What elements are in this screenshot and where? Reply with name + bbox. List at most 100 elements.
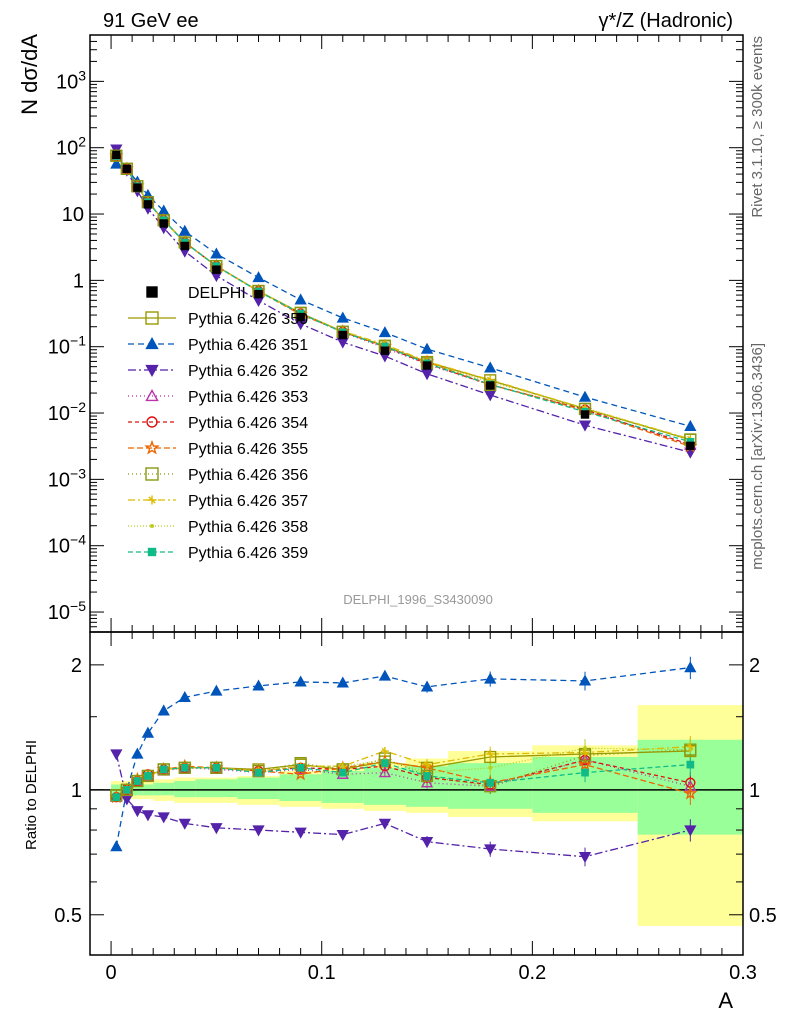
legend-marker-pythia-354 <box>146 416 158 428</box>
legend-label-pythia-358: Pythia 6.426 358 <box>188 519 308 536</box>
xtick-label: 0.1 <box>308 962 336 984</box>
ratio-ytick-label-left: 1 <box>71 780 82 802</box>
delphi-data-point <box>380 346 390 355</box>
pythia-351-point-top <box>378 326 392 338</box>
pythia-358-point-ratio <box>583 746 588 751</box>
pythia-351-point-top <box>294 293 307 305</box>
top-ytick-label: 103 <box>56 67 86 93</box>
pythia-359-point-ratio <box>112 793 121 802</box>
pythia-352-point-ratio <box>294 827 307 839</box>
pythia-359-point-ratio <box>144 772 152 780</box>
pythia-352-point-ratio <box>157 812 170 824</box>
pythia-352-line-ratio <box>115 753 691 858</box>
legend-entry-pythia-355: Pythia 6.426 355 <box>128 439 308 458</box>
pythia-351-point-top <box>336 311 349 323</box>
analysis-label: DELPHI_1996_S3430090 <box>343 592 493 607</box>
legend-label-pythia-357: Pythia 6.426 357 <box>188 493 308 510</box>
xtick-label: 0.3 <box>729 962 757 984</box>
ratio-panel-frame <box>89 631 744 956</box>
legend-marker-delphi <box>146 286 158 298</box>
top-ytick-label: 10−4 <box>48 532 86 558</box>
pythia-351-point-top <box>684 419 697 431</box>
pythia-359-point-ratio <box>123 785 131 794</box>
pythia-351-point-ratio <box>484 672 497 684</box>
legend-marker-pythia-358 <box>150 524 154 528</box>
rivet-version-text: Rivet 3.1.10, ≥ 300k events <box>749 36 766 218</box>
pythia-358-point-ratio <box>688 747 693 752</box>
header-right-text: γ*/Z (Hadronic) <box>599 10 733 32</box>
pythia-355-point-ratio <box>293 766 308 781</box>
legend-entry-pythia-352: Pythia 6.426 352 <box>128 363 308 380</box>
ratio-ytick-label-left: 0.5 <box>54 905 82 927</box>
delphi-data-point <box>212 265 221 274</box>
pythia-359-point-ratio <box>180 763 189 772</box>
top-ytick-label: 1 <box>73 270 84 292</box>
legend-label-pythia-355: Pythia 6.426 355 <box>188 441 308 458</box>
pythia-352-point-ratio <box>252 825 265 837</box>
pythia-356-point-ratio <box>210 761 223 774</box>
legend-marker-pythia-350 <box>145 311 159 325</box>
legend-marker-pythia-356 <box>145 467 159 481</box>
legend-label-pythia-351: Pythia 6.426 351 <box>188 337 308 354</box>
pythia-351-point-ratio <box>578 674 592 686</box>
pythia-351-point-top <box>420 342 434 354</box>
top-ytick-label: 10 <box>62 204 84 226</box>
legend: DELPHI Pythia 6.426 350 Pythia 6.426 351 Py… <box>128 285 308 562</box>
top-ytick-label: 10−5 <box>48 598 86 624</box>
pythia-351-point-top <box>210 247 223 259</box>
top-ytick-label: 10−3 <box>48 465 86 491</box>
pythia-359-line-ratio <box>115 762 691 798</box>
ratio-ytick-label-right: 2 <box>749 655 760 677</box>
pythia-356-point-ratio <box>120 783 133 796</box>
x-axis-label: A <box>718 988 733 1013</box>
pythia-351-point-top <box>110 157 123 169</box>
pythia-356-point-ratio <box>178 761 191 774</box>
pythia-356-point-ratio <box>420 769 434 783</box>
legend-entry-pythia-359: Pythia 6.426 359 <box>128 545 308 562</box>
legend-entry-pythia-351: Pythia 6.426 351 <box>128 337 308 354</box>
legend-label-pythia-354: Pythia 6.426 354 <box>188 415 308 432</box>
legend-label-pythia-353: Pythia 6.426 353 <box>188 389 308 406</box>
legend-entry-pythia-357: Pythia 6.426 357 <box>128 493 308 510</box>
pythia-351-point-top <box>578 390 592 402</box>
pythia-356-point-top <box>120 162 133 175</box>
pythia-352-point-ratio <box>378 818 392 830</box>
pythia-359-point-ratio <box>159 765 168 774</box>
axes: 10−5 10−4 10−3 10−2 10−1 1 10 102 103 0.5 0.5 1 1 2 2 0… <box>48 34 777 984</box>
pythia-356-point-ratio <box>157 763 170 776</box>
pythia-351-point-ratio <box>178 690 191 703</box>
pythia-355-point-ratio <box>577 757 593 771</box>
pythia-357-point-ratio <box>486 749 495 759</box>
pythia-357-point-ratio <box>380 746 389 756</box>
pythia-357-point-ratio <box>422 760 432 769</box>
pythia-359-point-ratio <box>338 768 347 777</box>
legend-entry-pythia-358: Pythia 6.426 358 <box>128 519 308 536</box>
pythia-352-point-ratio <box>110 749 123 761</box>
pythia-358-point-ratio <box>340 764 345 769</box>
inner-band-bin <box>279 774 322 801</box>
top-ytick-label: 10−2 <box>48 399 86 425</box>
legend-label-pythia-356: Pythia 6.426 356 <box>188 467 308 484</box>
delphi-data-point <box>686 441 695 451</box>
delphi-data-point <box>296 312 305 322</box>
header-left-text: 91 GeV ee <box>103 10 199 32</box>
delphi-data-point <box>143 200 153 209</box>
legend-marker-pythia-355 <box>144 439 160 455</box>
pythia-352-point-ratio <box>141 810 155 822</box>
legend-entry-pythia-354: Pythia 6.426 354 <box>128 415 308 432</box>
pythia-351-point-ratio <box>252 679 265 691</box>
delphi-data-point <box>486 381 495 390</box>
delphi-data-point <box>133 183 142 192</box>
legend-label-pythia-359: Pythia 6.426 359 <box>188 545 308 562</box>
xtick-label: 0 <box>106 962 117 984</box>
delphi-data-point <box>422 361 432 370</box>
xtick-label: 0.2 <box>518 962 546 984</box>
pythia-351-point-ratio <box>336 676 349 688</box>
legend-label-pythia-350: Pythia 6.426 350 <box>188 311 308 328</box>
pythia-355-point-ratio <box>683 785 698 800</box>
pythia-352-point-ratio <box>336 829 349 842</box>
pythia-352-point-ratio <box>484 844 497 856</box>
pythia-352-point-ratio <box>684 825 697 837</box>
pythia-352-point-ratio <box>578 852 592 864</box>
pythia-353-point-ratio <box>420 776 434 788</box>
